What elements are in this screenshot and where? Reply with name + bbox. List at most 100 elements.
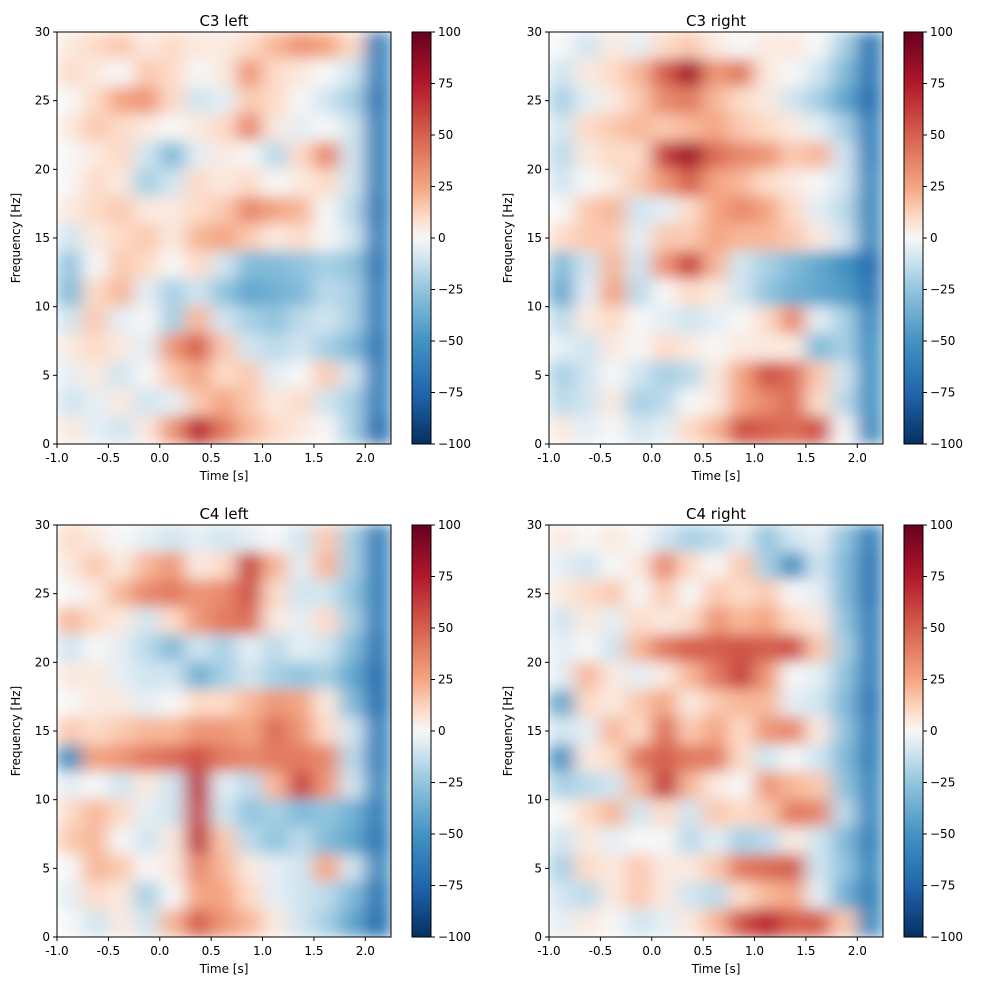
- heatmap-cell: [364, 909, 391, 937]
- heatmap-cell: [287, 826, 315, 856]
- heatmap-cell: [856, 388, 883, 418]
- heatmap-cell: [651, 771, 678, 801]
- heatmap-cell: [313, 333, 341, 363]
- heatmap-cell: [82, 333, 109, 363]
- heatmap-cell: [159, 388, 186, 418]
- heatmap-cell: [549, 525, 576, 553]
- x-tick-label: 1.5: [796, 944, 815, 958]
- heatmap-cell: [599, 525, 627, 553]
- x-tick-label: 1.0: [253, 944, 272, 958]
- x-tick-label: -0.5: [97, 451, 120, 465]
- heatmap-cell: [625, 799, 653, 828]
- heatmap-cell: [728, 86, 756, 115]
- heatmap-cell: [831, 909, 858, 937]
- heatmap-cell: [549, 716, 576, 746]
- heatmap-cell: [236, 32, 264, 60]
- heatmap-cell: [82, 388, 109, 418]
- heatmap-cell: [625, 551, 653, 581]
- heatmap-cell: [236, 223, 264, 253]
- x-tick-label: 1.5: [796, 451, 815, 465]
- heatmap-cell: [313, 196, 341, 225]
- heatmap-cell: [313, 881, 341, 911]
- heatmap-cell: [364, 689, 391, 718]
- heatmap-cell: [82, 716, 109, 746]
- heatmap-cell: [262, 744, 289, 773]
- heatmap-cell: [779, 881, 807, 911]
- heatmap-cell: [184, 909, 212, 937]
- heatmap-cell: [599, 361, 627, 390]
- heatmap-cell: [779, 388, 807, 418]
- heatmap-cell: [159, 223, 186, 253]
- heatmap-cell: [236, 634, 264, 663]
- heatmap-cell: [805, 606, 833, 636]
- heatmap-cell: [805, 634, 833, 663]
- panel-title: C4 left: [199, 505, 248, 523]
- colorbar-tick-label: −100: [438, 437, 471, 451]
- heatmap-cells: [57, 32, 391, 444]
- heatmap-cell: [159, 716, 186, 746]
- y-tick-label: 20: [35, 655, 50, 669]
- heatmap-cell: [702, 168, 730, 198]
- heatmap-cell: [236, 716, 264, 746]
- heatmap-cell: [364, 361, 391, 390]
- heatmap-cell: [107, 361, 135, 390]
- heatmap-cell: [313, 32, 341, 60]
- heatmap-cell: [625, 223, 653, 253]
- heatmap-cell: [779, 661, 807, 691]
- heatmap-cell: [779, 113, 807, 143]
- heatmap-cell: [574, 661, 601, 691]
- heatmap-cell: [574, 579, 601, 608]
- heatmap-cell: [210, 416, 238, 444]
- heatmap-cell: [82, 278, 109, 308]
- heatmap-cell: [779, 251, 807, 280]
- heatmap-cell: [599, 333, 627, 363]
- heatmap-cell: [210, 58, 238, 88]
- heatmap-cell: [184, 771, 212, 801]
- heatmap-cell: [133, 388, 161, 418]
- heatmap-cell: [805, 113, 833, 143]
- heatmap-cell: [262, 771, 289, 801]
- heatmap-cell: [159, 661, 186, 691]
- panel-c4-right: -1.0 -0.5 0.0 0.5 1.0 1.5 2.0 0 5 10 15 20 25 30 C4 ri…: [501, 505, 963, 976]
- heatmap-cell: [313, 744, 341, 773]
- heatmap-cell: [779, 854, 807, 883]
- heatmap-cell: [728, 141, 756, 170]
- heatmap-cell: [754, 113, 781, 143]
- heatmap-cell: [364, 388, 391, 418]
- heatmap-cell: [313, 168, 341, 198]
- heatmap-cell: [262, 388, 289, 418]
- heatmap-cell: [236, 744, 264, 773]
- heatmap-cell: [287, 306, 315, 335]
- heatmap-cell: [549, 909, 576, 937]
- heatmap-cell: [676, 525, 704, 553]
- heatmap-cell: [364, 32, 391, 60]
- heatmap-cell: [339, 716, 366, 746]
- heatmap-cell: [779, 361, 807, 390]
- heatmap-cell: [728, 58, 756, 88]
- panel-title: C4 right: [686, 505, 746, 523]
- heatmap-cell: [702, 854, 730, 883]
- heatmap-cell: [262, 278, 289, 308]
- heatmap-cell: [651, 196, 678, 225]
- heatmap-cell: [107, 826, 135, 856]
- heatmap-cell: [754, 881, 781, 911]
- y-axis-label: Frequency [Hz]: [501, 686, 515, 777]
- heatmap-cell: [676, 689, 704, 718]
- x-tick-label: 0.5: [202, 944, 221, 958]
- heatmap-cell: [599, 251, 627, 280]
- heatmap-cell: [599, 744, 627, 773]
- heatmap-cell: [702, 58, 730, 88]
- heatmap-cell: [339, 223, 366, 253]
- heatmap-cell: [262, 909, 289, 937]
- heatmap-cell: [133, 361, 161, 390]
- heatmap-cell: [702, 799, 730, 828]
- heatmap-cell: [57, 58, 84, 88]
- heatmap-cell: [625, 606, 653, 636]
- heatmap-cell: [702, 744, 730, 773]
- colorbar-tick-label: −50: [438, 334, 463, 348]
- heatmap-cell: [831, 196, 858, 225]
- heatmap-cell: [210, 196, 238, 225]
- heatmap-cell: [549, 551, 576, 581]
- heatmap-cell: [313, 689, 341, 718]
- x-tick-label: 2.0: [848, 944, 867, 958]
